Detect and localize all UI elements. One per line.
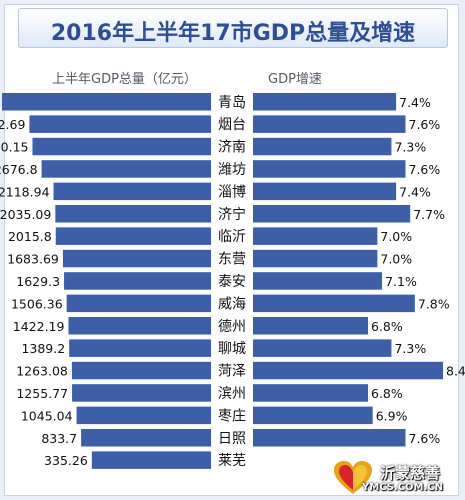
city-label: 济宁 bbox=[218, 206, 246, 223]
growth-bar bbox=[253, 406, 373, 425]
growth-bar bbox=[253, 361, 443, 380]
gdp-bar bbox=[66, 294, 212, 313]
gdp-value-label: 1506.36 bbox=[11, 296, 63, 311]
gdp-value-label: 2676.8 bbox=[0, 162, 38, 177]
city-label: 临沂 bbox=[218, 229, 246, 245]
growth-value-label: 7.4% bbox=[399, 95, 431, 110]
gdp-bar bbox=[81, 429, 212, 447]
city-label: 滨州 bbox=[218, 386, 246, 402]
city-label: 日照 bbox=[218, 431, 246, 447]
growth-value-label: 7.6% bbox=[409, 117, 441, 132]
growth-value-label: 6.8% bbox=[371, 386, 403, 401]
gdp-bar bbox=[29, 115, 211, 133]
growth-value-label: 7.6% bbox=[409, 431, 441, 446]
gdp-value-label: 1629.3 bbox=[16, 274, 60, 289]
watermark-url: YMCS.COM.CN bbox=[362, 482, 444, 493]
growth-value-label: 7.3% bbox=[394, 341, 426, 356]
city-label: 枣庄 bbox=[218, 407, 246, 424]
growth-bar bbox=[253, 429, 406, 447]
watermark-logo: 沂蒙慈善 YMCS.COM.CN bbox=[332, 458, 462, 498]
growth-value-label: 7.8% bbox=[418, 296, 450, 311]
city-label: 泰安 bbox=[218, 274, 246, 290]
growth-value-label: 6.9% bbox=[376, 408, 408, 423]
gdp-value-label: 1255.77 bbox=[16, 386, 68, 401]
growth-bar bbox=[253, 384, 368, 402]
gdp-bar bbox=[69, 339, 211, 357]
city-label: 威海 bbox=[218, 296, 246, 312]
growth-value-label: 6.8% bbox=[371, 319, 403, 334]
growth-value-label: 8.4% bbox=[446, 364, 465, 379]
gdp-value-label: 833.7 bbox=[41, 431, 77, 446]
gdp-bar bbox=[32, 137, 212, 156]
growth-value-label: 7.0% bbox=[380, 252, 412, 267]
gdp-value-label: 1683.69 bbox=[7, 252, 59, 267]
gdp-bar bbox=[62, 249, 211, 268]
growth-bar bbox=[253, 137, 392, 156]
growth-bar bbox=[253, 115, 406, 133]
gdp-bar bbox=[55, 205, 212, 223]
growth-bar bbox=[253, 339, 392, 357]
gdp-value-label: 3242.69 bbox=[0, 117, 25, 132]
gdp-value-label: 2015.8 bbox=[8, 229, 52, 244]
growth-bar bbox=[253, 160, 406, 178]
heart-icon bbox=[334, 461, 372, 494]
city-label: 青岛 bbox=[218, 95, 246, 111]
growth-value-label: 7.0% bbox=[380, 229, 412, 244]
growth-bar bbox=[253, 249, 378, 268]
growth-value-label: 7.3% bbox=[394, 140, 426, 155]
gdp-bar bbox=[72, 384, 212, 402]
gdp-bar bbox=[68, 317, 212, 335]
gdp-value-label: 1263.08 bbox=[16, 364, 68, 379]
gdp-value-label: 1389.2 bbox=[21, 341, 65, 356]
gdp-bar bbox=[41, 160, 212, 178]
gdp-bar bbox=[64, 272, 211, 290]
gdp-value-label: 2035.09 bbox=[0, 207, 51, 222]
growth-bar bbox=[253, 205, 411, 223]
growth-value-label: 7.4% bbox=[399, 184, 431, 199]
city-label: 烟台 bbox=[218, 117, 246, 133]
growth-bar bbox=[253, 182, 397, 201]
gdp-bar bbox=[91, 451, 211, 469]
chart-title: 2016年上半年17市GDP总量及增速 bbox=[50, 21, 416, 46]
growth-bar bbox=[253, 93, 397, 111]
city-label: 莱芜 bbox=[218, 452, 246, 469]
title-banner: 2016年上半年17市GDP总量及增速 bbox=[18, 8, 448, 48]
city-label: 菏泽 bbox=[218, 364, 246, 380]
gdp-bar bbox=[2, 93, 211, 111]
city-label: 德州 bbox=[218, 319, 246, 335]
city-label: 淄博 bbox=[218, 183, 246, 200]
gdp-bar bbox=[76, 406, 212, 425]
gdp-value-label: 335.26 bbox=[44, 453, 88, 468]
gdp-bar bbox=[53, 182, 212, 201]
watermark-name: 沂蒙慈善 bbox=[380, 464, 441, 482]
left-axis-label: 上半年GDP总量（亿元） bbox=[52, 72, 197, 87]
growth-bar bbox=[253, 227, 378, 245]
growth-value-label: 7.6% bbox=[409, 162, 441, 177]
gdp-value-label: 1045.04 bbox=[21, 408, 73, 423]
gdp-bar bbox=[55, 227, 212, 245]
growth-bar bbox=[253, 317, 368, 335]
city-label: 聊城 bbox=[218, 341, 246, 357]
city-label: 济南 bbox=[218, 140, 246, 156]
right-axis-label: GDP增速 bbox=[268, 72, 322, 87]
growth-bar bbox=[253, 272, 383, 290]
growth-value-label: 7.1% bbox=[385, 274, 417, 289]
gdp-value-label: 1422.19 bbox=[13, 319, 65, 334]
growth-bar bbox=[253, 294, 415, 313]
gdp-value-label: 3100.15 bbox=[0, 140, 28, 155]
gdp-bar bbox=[71, 361, 212, 380]
growth-value-label: 7.7% bbox=[413, 207, 445, 222]
city-label: 潍坊 bbox=[218, 162, 246, 178]
city-label: 东营 bbox=[218, 252, 246, 268]
gdp-value-label: 2118.94 bbox=[0, 184, 50, 199]
